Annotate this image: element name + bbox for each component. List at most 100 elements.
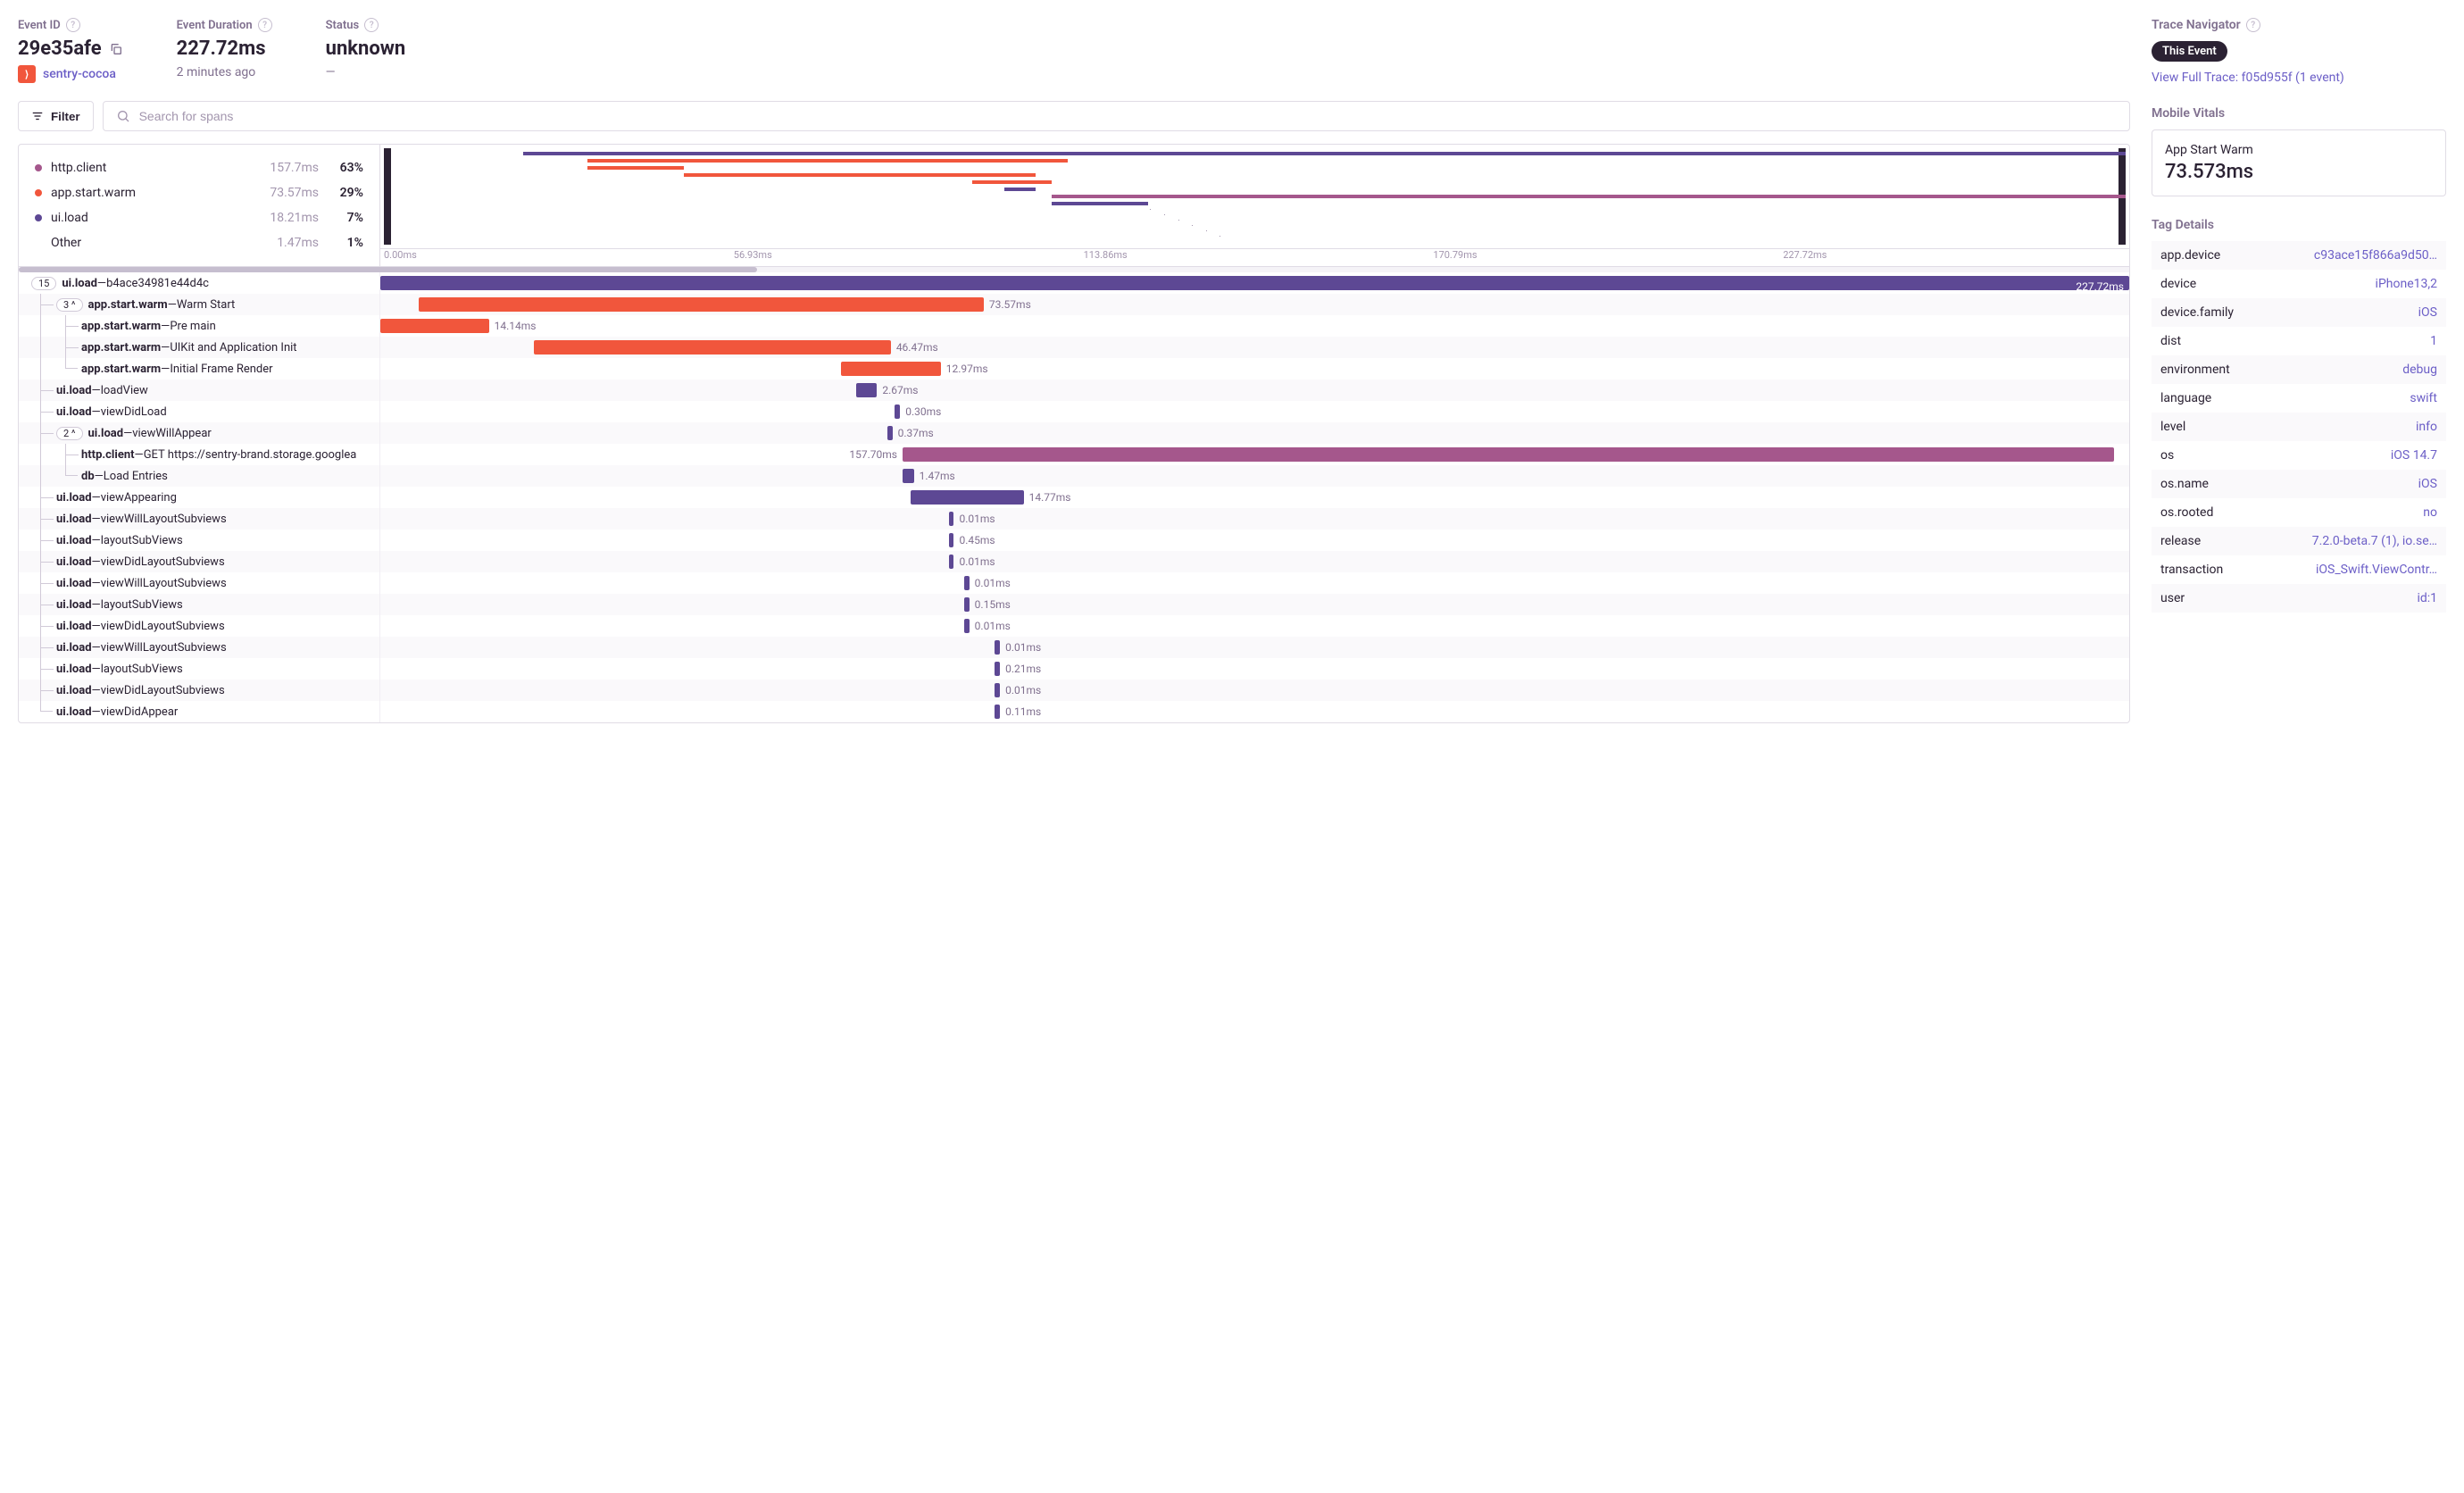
tag-row[interactable]: release7.2.0-beta.7 (1), io.se… [2152, 527, 2446, 555]
span-bar[interactable] [949, 533, 954, 547]
tag-value[interactable]: swift [2410, 391, 2437, 405]
tag-value[interactable]: c93ace15f866a9d50… [2314, 248, 2437, 263]
tag-value[interactable]: iOS [2418, 477, 2437, 491]
span-bar[interactable] [903, 447, 2114, 462]
minimap[interactable]: 0.00ms56.93ms113.86ms170.79ms227.72ms [379, 145, 2129, 266]
span-row[interactable]: ui.load — viewWillLayoutSubviews0.01ms [19, 508, 2129, 530]
span-bar[interactable] [380, 319, 489, 333]
span-op: ui.load [56, 598, 92, 612]
span-bar[interactable]: 227.72ms [380, 276, 2129, 290]
child-count-pill[interactable]: 3 ^ [56, 298, 83, 312]
span-row[interactable]: ui.load — layoutSubViews0.45ms [19, 530, 2129, 551]
tag-value[interactable]: iOS 14.7 [2391, 448, 2437, 463]
span-bar[interactable] [534, 340, 891, 354]
span-row[interactable]: app.start.warm — Pre main14.14ms [19, 315, 2129, 337]
span-bar[interactable] [964, 576, 970, 590]
child-count-pill[interactable]: 2 ^ [56, 427, 83, 440]
tag-value[interactable]: 7.2.0-beta.7 (1), io.se… [2312, 534, 2437, 548]
child-count-pill[interactable]: 15 [31, 277, 56, 290]
span-desc: layoutSubViews [101, 534, 183, 547]
tag-row[interactable]: app.devicec93ace15f866a9d50… [2152, 241, 2446, 270]
span-bar[interactable] [995, 662, 1000, 676]
span-row[interactable]: ui.load — viewDidAppear0.11ms [19, 701, 2129, 722]
span-bar[interactable] [911, 490, 1024, 505]
this-event-pill[interactable]: This Event [2152, 41, 2227, 62]
tag-row[interactable]: deviceiPhone13,2 [2152, 270, 2446, 298]
view-full-trace-link[interactable]: View Full Trace: f05d955f (1 event) [2152, 71, 2446, 85]
copy-icon[interactable] [109, 42, 123, 56]
help-icon[interactable]: ? [364, 18, 379, 32]
tag-row[interactable]: transactioniOS_Swift.ViewContr… [2152, 555, 2446, 584]
tag-value[interactable]: no [2423, 505, 2437, 520]
span-bar[interactable] [887, 426, 893, 440]
span-track: 1.47ms [379, 465, 2129, 487]
tag-value[interactable]: 1 [2430, 334, 2437, 348]
op-pct: 7% [328, 211, 363, 225]
axis-tick: 113.86ms [1080, 249, 1430, 266]
span-row[interactable]: ui.load — layoutSubViews0.21ms [19, 658, 2129, 680]
span-row[interactable]: app.start.warm — UIKit and Application I… [19, 337, 2129, 358]
span-row[interactable]: 3 ^app.start.warm — Warm Start73.57ms [19, 294, 2129, 315]
span-row[interactable]: app.start.warm — Initial Frame Render12.… [19, 358, 2129, 380]
op-row[interactable]: Other1.47ms1% [35, 230, 363, 255]
help-icon[interactable]: ? [2246, 18, 2260, 32]
tag-value[interactable]: id:1 [2417, 591, 2437, 605]
span-row[interactable]: ui.load — viewWillLayoutSubviews0.01ms [19, 637, 2129, 658]
span-bar[interactable] [949, 512, 954, 526]
span-bar[interactable] [419, 297, 984, 312]
span-row[interactable]: ui.load — viewWillLayoutSubviews0.01ms [19, 572, 2129, 594]
span-track: 0.37ms [379, 422, 2129, 444]
op-ms: 1.47ms [256, 236, 319, 250]
tag-row[interactable]: level info [2152, 413, 2446, 441]
tag-value[interactable]: iOS_Swift.ViewContr… [2316, 563, 2437, 577]
tag-row[interactable]: environmentdebug [2152, 355, 2446, 384]
tag-value[interactable]: iPhone13,2 [2376, 277, 2437, 291]
span-bar[interactable] [995, 705, 1000, 719]
tag-value[interactable]: iOS [2418, 305, 2437, 320]
minimap-handle-left[interactable] [384, 148, 391, 245]
span-row[interactable]: ui.load — layoutSubViews0.15ms [19, 594, 2129, 615]
span-bar[interactable] [841, 362, 941, 376]
tag-row[interactable]: userid:1 [2152, 584, 2446, 613]
tag-value[interactable]: info [2416, 420, 2437, 434]
span-bar[interactable] [964, 619, 970, 633]
op-row[interactable]: http.client157.7ms63% [35, 155, 363, 180]
sdk-link[interactable]: sentry-cocoa [43, 67, 116, 81]
span-bar[interactable] [856, 383, 877, 397]
span-bar[interactable] [903, 469, 914, 483]
span-bar[interactable] [949, 555, 954, 569]
search-input[interactable] [103, 101, 2130, 131]
span-bar[interactable] [895, 405, 900, 419]
tag-row[interactable]: dist1 [2152, 327, 2446, 355]
span-desc: GET https://sentry-brand.storage.googlea [144, 448, 357, 462]
span-row[interactable]: 15ui.load — b4ace34981e44d4c227.72ms [19, 272, 2129, 294]
tag-row[interactable]: os.rootedno [2152, 498, 2446, 527]
tag-key: level [2160, 420, 2185, 434]
span-row[interactable]: ui.load — viewAppearing14.77ms [19, 487, 2129, 508]
span-row[interactable]: ui.load — viewDidLoad0.30ms [19, 401, 2129, 422]
tag-row[interactable]: languageswift [2152, 384, 2446, 413]
span-row[interactable]: ui.load — loadView2.67ms [19, 380, 2129, 401]
tag-row[interactable]: osiOS 14.7 [2152, 441, 2446, 470]
help-icon[interactable]: ? [66, 18, 80, 32]
span-track: 46.47ms [379, 337, 2129, 358]
tag-row[interactable]: device.familyiOS [2152, 298, 2446, 327]
filter-button[interactable]: Filter [18, 101, 94, 131]
span-tree-cell: ui.load — layoutSubViews [19, 530, 379, 551]
span-row[interactable]: 2 ^ui.load — viewWillAppear0.37ms [19, 422, 2129, 444]
span-row[interactable]: ui.load — viewDidLayoutSubviews0.01ms [19, 680, 2129, 701]
span-row[interactable]: ui.load — viewDidLayoutSubviews0.01ms [19, 551, 2129, 572]
span-op: ui.load [88, 427, 124, 440]
span-bar[interactable] [964, 597, 970, 612]
span-row[interactable]: db — Load Entries1.47ms [19, 465, 2129, 487]
tag-row[interactable]: os.nameiOS [2152, 470, 2446, 498]
span-bar[interactable] [995, 640, 1000, 655]
tag-value[interactable]: debug [2402, 363, 2437, 377]
span-bar[interactable] [995, 683, 1000, 697]
help-icon[interactable]: ? [258, 18, 272, 32]
op-row[interactable]: app.start.warm73.57ms29% [35, 180, 363, 205]
span-row[interactable]: ui.load — viewDidLayoutSubviews0.01ms [19, 615, 2129, 637]
span-row[interactable]: http.client — GET https://sentry-brand.s… [19, 444, 2129, 465]
op-row[interactable]: ui.load18.21ms7% [35, 205, 363, 230]
event-id-value: 29e35afe [18, 38, 123, 60]
